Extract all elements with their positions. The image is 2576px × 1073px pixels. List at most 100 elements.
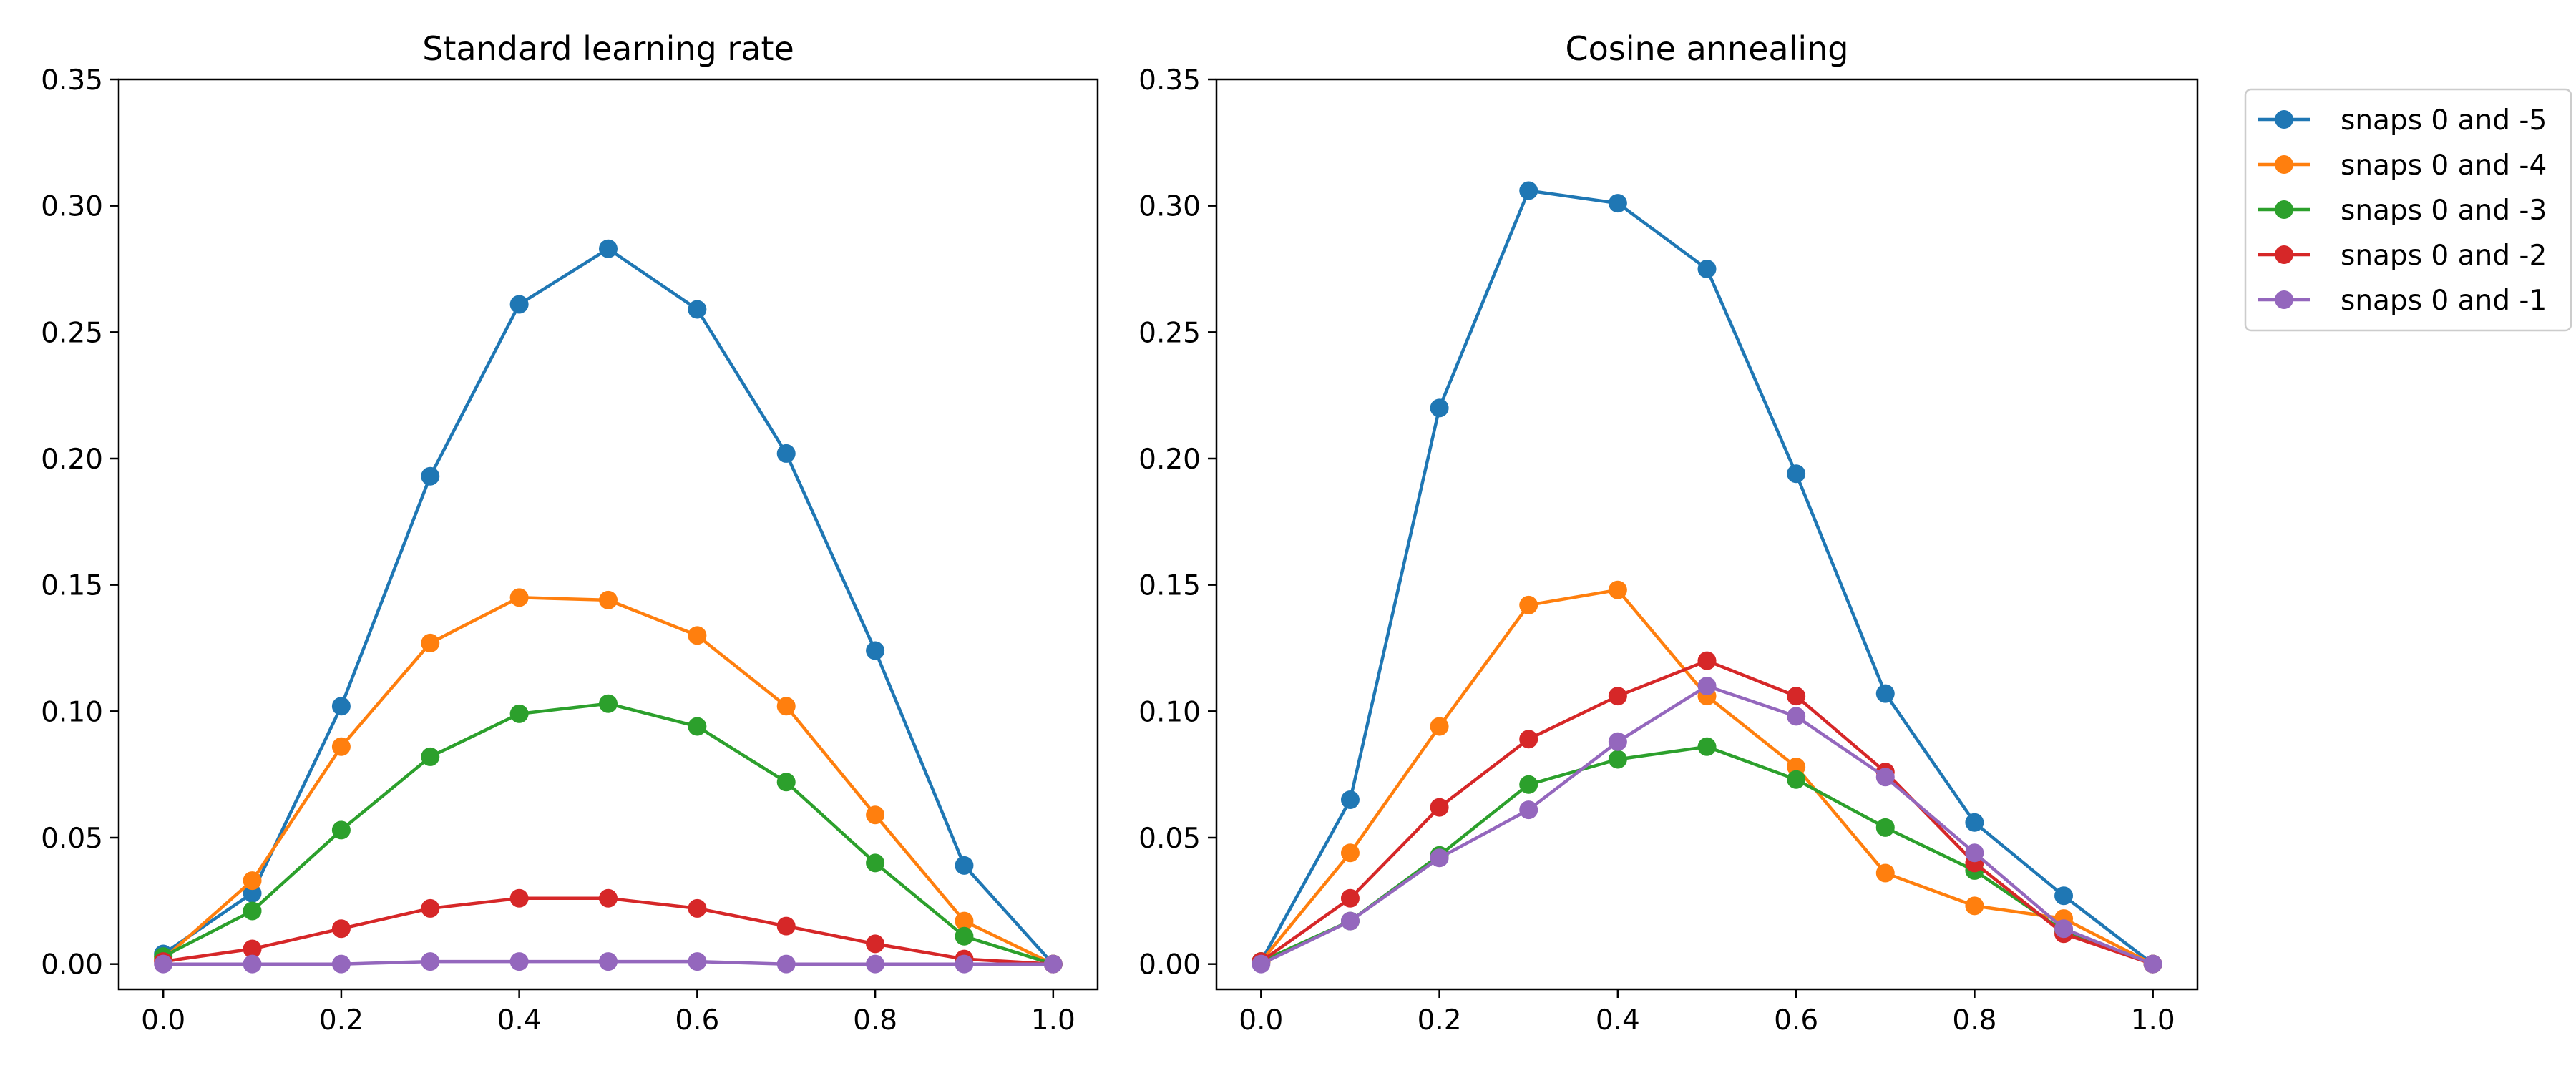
data-point <box>1430 848 1449 868</box>
data-point <box>688 300 707 319</box>
data-point <box>509 952 529 971</box>
data-point <box>1875 684 1895 703</box>
data-point <box>866 641 885 660</box>
data-point <box>421 898 440 918</box>
data-point <box>688 952 707 971</box>
data-point <box>2054 886 2074 906</box>
y-tick-label: 0.30 <box>1138 191 1201 223</box>
data-point <box>1875 768 1895 787</box>
legend-item-snaps-0-and-4: snaps 0 and -4 <box>2258 150 2547 182</box>
data-point <box>1697 651 1717 670</box>
data-point <box>866 805 885 825</box>
data-point <box>1430 798 1449 817</box>
data-point <box>599 952 618 971</box>
data-point <box>955 954 974 974</box>
legend-swatch-marker <box>2275 290 2293 309</box>
y-tick-label: 0.20 <box>1138 444 1201 476</box>
data-point <box>1875 863 1895 883</box>
data-point <box>1340 843 1360 863</box>
data-point <box>1965 896 1984 916</box>
data-point <box>1787 770 1806 789</box>
legend-label: snaps 0 and -4 <box>2341 150 2547 182</box>
x-tick-label: 0.0 <box>1239 1004 1283 1037</box>
data-point <box>1787 687 1806 706</box>
data-point <box>599 239 618 258</box>
legend-swatch-marker <box>2275 110 2293 129</box>
legend-item-snaps-0-and-5: snaps 0 and -5 <box>2258 104 2547 137</box>
chart-panel-cosine-annealing: Cosine annealing 0.0 0.2 0.4 0.6 0.8 1.0 0.00 0.… <box>1138 29 2199 1037</box>
data-point <box>2143 954 2162 974</box>
data-point <box>243 871 262 891</box>
x-tick-label: 1.0 <box>2131 1004 2175 1037</box>
legend-swatch-marker <box>2275 155 2293 174</box>
data-point <box>509 588 529 607</box>
legend-box <box>2244 88 2572 332</box>
y-tick-label: 0.25 <box>41 317 103 349</box>
legend-item-snaps-0-and-2: snaps 0 and -2 <box>2258 240 2547 272</box>
data-point <box>421 633 440 652</box>
data-point <box>331 820 351 840</box>
data-point <box>1340 888 1360 908</box>
x-tick-label: 0.2 <box>1418 1004 1462 1037</box>
x-tick-label: 0.2 <box>319 1004 364 1037</box>
chart-panel-standard-learning-rate: Standard learning rate 0.0 0.2 0.4 0.6 0.8 1.0… <box>41 29 1099 1037</box>
data-point <box>955 926 974 946</box>
data-point <box>1340 911 1360 931</box>
legend-label: snaps 0 and -2 <box>2341 240 2547 272</box>
x-tick-label: 0.6 <box>1774 1004 1818 1037</box>
data-point <box>1787 464 1806 484</box>
data-point <box>1697 737 1717 756</box>
data-point <box>1519 595 1538 614</box>
data-point <box>1608 580 1627 599</box>
x-tick-label: 0.6 <box>675 1004 719 1037</box>
data-point <box>243 954 262 974</box>
data-point <box>154 954 173 974</box>
series-snaps-0-and-2 <box>154 888 1063 974</box>
data-point <box>421 952 440 971</box>
legend-swatch-marker <box>2275 200 2293 219</box>
data-point <box>688 717 707 736</box>
y-tick-label: 0.15 <box>41 570 103 602</box>
x-tick-label: 0.8 <box>853 1004 897 1037</box>
data-point <box>1608 750 1627 769</box>
data-point <box>1965 813 1984 832</box>
data-point <box>1340 790 1360 809</box>
y-tick-label: 0.15 <box>1138 570 1201 602</box>
y-tick-label: 0.30 <box>41 191 103 223</box>
y-tick-label: 0.00 <box>1138 949 1201 981</box>
y-tick-label: 0.05 <box>1138 823 1201 855</box>
y-tick-label: 0.05 <box>41 823 103 855</box>
y-tick-label: 0.35 <box>41 64 103 97</box>
data-point <box>421 466 440 486</box>
data-point <box>331 737 351 756</box>
y-tick-label: 0.35 <box>1138 64 1201 97</box>
data-point <box>509 295 529 314</box>
chart-title: Standard learning rate <box>422 29 794 68</box>
y-tick-label: 0.00 <box>41 949 103 981</box>
data-point <box>1875 818 1895 837</box>
data-point <box>688 626 707 645</box>
legend-item-snaps-0-and-1: snaps 0 and -1 <box>2258 285 2547 317</box>
data-point <box>1519 181 1538 200</box>
data-point <box>599 694 618 713</box>
series-snaps-0-and-1 <box>154 952 1063 974</box>
y-tick-label: 0.25 <box>1138 317 1201 349</box>
legend-label: snaps 0 and -3 <box>2341 195 2547 227</box>
y-tick-label: 0.10 <box>41 696 103 728</box>
data-point <box>1608 687 1627 706</box>
data-point <box>331 954 351 974</box>
axes-frame <box>1215 78 2199 991</box>
x-tick-label: 0.4 <box>1596 1004 1640 1037</box>
data-point <box>866 954 885 974</box>
data-point <box>599 590 618 609</box>
legend-item-snaps-0-and-3: snaps 0 and -3 <box>2258 195 2547 227</box>
series-snaps-0-and-1 <box>1252 677 2162 974</box>
x-tick-label: 0.8 <box>1952 1004 1996 1037</box>
chart-title: Cosine annealing <box>1566 29 1849 68</box>
data-point <box>955 856 974 875</box>
data-point <box>1965 843 1984 863</box>
legend: snaps 0 and -5 snaps 0 and -4 snaps 0 and … <box>2244 88 2572 332</box>
data-point <box>331 919 351 939</box>
data-point <box>331 697 351 716</box>
data-point <box>509 888 529 908</box>
